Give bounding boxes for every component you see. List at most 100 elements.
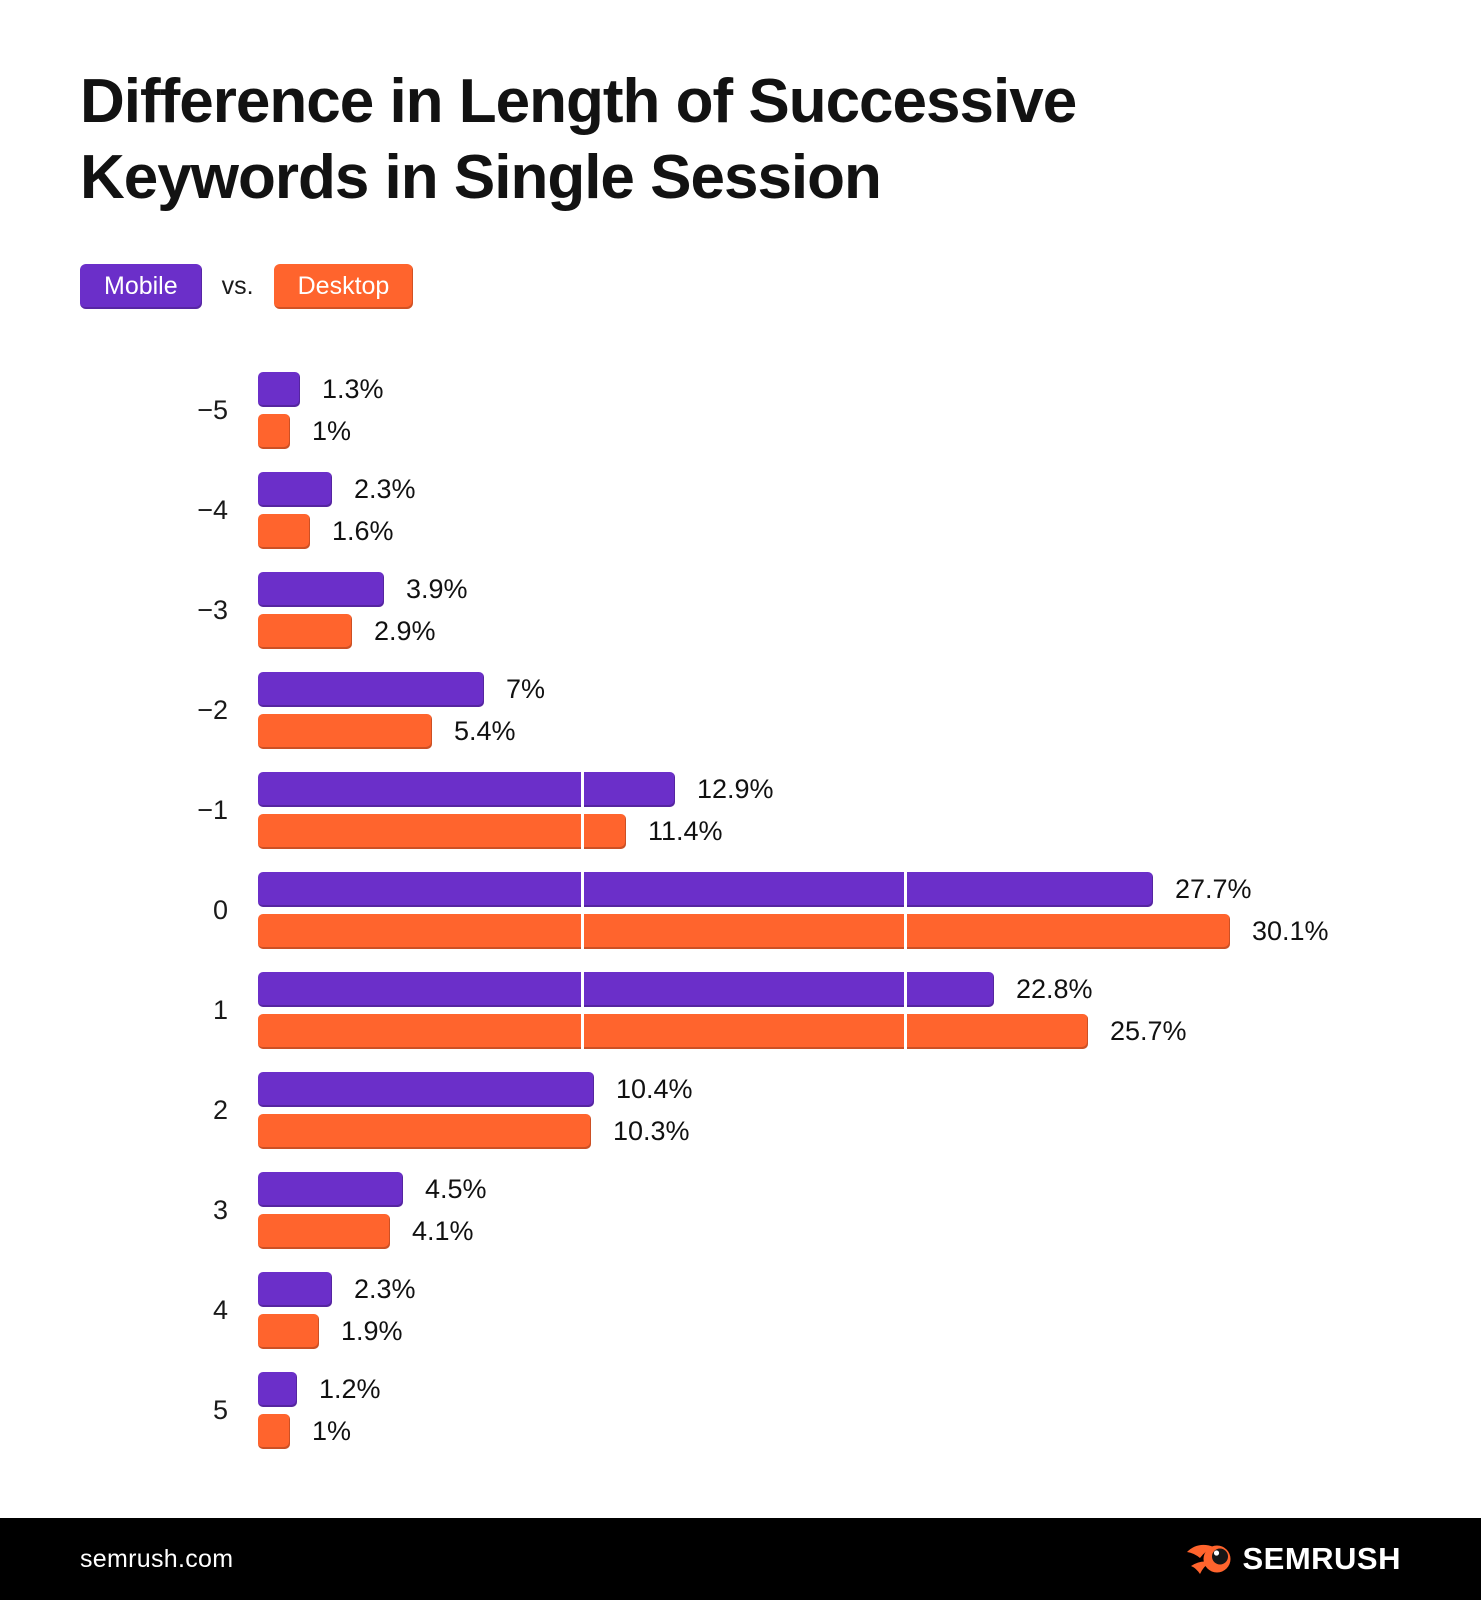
value-label: 30.1%	[1252, 916, 1329, 946]
value-label: 1%	[312, 416, 352, 446]
category-group: 4 2.3% 1.9%	[0, 1272, 1481, 1349]
category-tick-label: −5	[197, 395, 228, 425]
value-label: 2.3%	[354, 1274, 416, 1304]
bar-row-mobile: 12.9%	[258, 772, 1481, 807]
value-label: 4.5%	[425, 1174, 487, 1204]
gridline-10pct	[904, 972, 907, 1007]
bar-desktop	[258, 714, 432, 749]
category-group: 5 1.2% 1%	[0, 1372, 1481, 1449]
bar-desktop	[258, 914, 1230, 949]
bar-mobile	[258, 1172, 403, 1207]
value-label: 1.3%	[322, 374, 384, 404]
bar-desktop	[258, 1114, 591, 1149]
bar-row-desktop: 1%	[258, 1414, 1481, 1449]
page-title: Difference in Length of Successive Keywo…	[80, 67, 1077, 212]
bar-row-desktop: 10.3%	[258, 1114, 1481, 1149]
category-tick-label: 1	[212, 995, 228, 1025]
footer: semrush.com SEMRUSH	[0, 1518, 1481, 1600]
bar-row-desktop: 1.6%	[258, 514, 1481, 549]
category-tick-label: 0	[212, 895, 228, 925]
bar-row-desktop: 11.4%	[258, 814, 1481, 849]
value-label: 10.3%	[613, 1116, 690, 1146]
bar-row-mobile: 22.8%	[258, 972, 1481, 1007]
bar-desktop	[258, 1414, 290, 1449]
bar-pair: 1.3% 1%	[258, 372, 1481, 449]
gridline-10pct	[581, 1014, 584, 1049]
category-group: −3 3.9% 2.9%	[0, 572, 1481, 649]
value-label: 10.4%	[616, 1074, 693, 1104]
legend-badge-mobile: Mobile	[80, 264, 202, 309]
bar-pair: 4.5% 4.1%	[258, 1172, 1481, 1249]
footer-site-url: semrush.com	[80, 1544, 234, 1573]
bar-row-desktop: 1.9%	[258, 1314, 1481, 1349]
value-label: 1.2%	[319, 1374, 381, 1404]
bar-row-desktop: 4.1%	[258, 1214, 1481, 1249]
bar-pair: 22.8% 25.7%	[258, 972, 1481, 1049]
legend: Mobile vs. Desktop	[80, 264, 414, 309]
bar-mobile	[258, 872, 1153, 907]
value-label: 1%	[312, 1416, 352, 1446]
gridline-10pct	[581, 772, 584, 807]
value-label: 22.8%	[1016, 974, 1093, 1004]
bar-pair: 12.9% 11.4%	[258, 772, 1481, 849]
bar-row-mobile: 27.7%	[258, 872, 1481, 907]
value-label: 25.7%	[1110, 1016, 1187, 1046]
bar-pair: 3.9% 2.9%	[258, 572, 1481, 649]
bar-desktop	[258, 1014, 1088, 1049]
chart: −5 1.3% 1% −4 2.3% 1.6% −3 3.9% 2.9% −2 7% 5.4% −1 12…	[0, 372, 1481, 1472]
value-label: 2.3%	[354, 474, 416, 504]
legend-mobile-label: Mobile	[104, 272, 178, 300]
bar-pair: 7% 5.4%	[258, 672, 1481, 749]
value-label: 7%	[506, 674, 546, 704]
bar-row-mobile: 2.3%	[258, 1272, 1481, 1307]
legend-badge-desktop: Desktop	[273, 264, 414, 309]
bar-row-mobile: 10.4%	[258, 1072, 1481, 1107]
semrush-flame-ball-icon	[1187, 1544, 1231, 1574]
gridline-10pct	[581, 914, 584, 949]
bar-row-desktop: 5.4%	[258, 714, 1481, 749]
category-group: −4 2.3% 1.6%	[0, 472, 1481, 549]
category-group: −1 12.9% 11.4%	[0, 772, 1481, 849]
category-tick-label: 2	[212, 1095, 228, 1125]
value-label: 11.4%	[648, 816, 723, 846]
bar-mobile	[258, 1372, 297, 1407]
semrush-logo: SEMRUSH	[1186, 1539, 1401, 1579]
bar-desktop	[258, 814, 626, 849]
bar-desktop	[258, 614, 352, 649]
bar-mobile	[258, 472, 332, 507]
bar-mobile	[258, 572, 384, 607]
bar-row-mobile: 7%	[258, 672, 1481, 707]
value-label: 1.9%	[341, 1316, 403, 1346]
bar-mobile	[258, 1072, 594, 1107]
value-label: 12.9%	[697, 774, 774, 804]
bar-mobile	[258, 972, 994, 1007]
category-group: 2 10.4% 10.3%	[0, 1072, 1481, 1149]
semrush-wordmark: SEMRUSH	[1242, 1541, 1401, 1576]
category-group: 3 4.5% 4.1%	[0, 1172, 1481, 1249]
bar-desktop	[258, 414, 290, 449]
bar-mobile	[258, 672, 484, 707]
category-tick-label: −1	[197, 795, 228, 825]
gridline-10pct	[581, 872, 584, 907]
bar-pair: 10.4% 10.3%	[258, 1072, 1481, 1149]
bar-desktop	[258, 1314, 319, 1349]
bar-row-mobile: 4.5%	[258, 1172, 1481, 1207]
category-tick-label: 4	[212, 1295, 228, 1325]
category-group: −5 1.3% 1%	[0, 372, 1481, 449]
bar-mobile	[258, 1272, 332, 1307]
category-tick-label: −4	[197, 495, 228, 525]
value-label: 27.7%	[1175, 874, 1252, 904]
bar-row-desktop: 1%	[258, 414, 1481, 449]
bar-row-mobile: 2.3%	[258, 472, 1481, 507]
value-label: 2.9%	[374, 616, 436, 646]
bar-desktop	[258, 1214, 390, 1249]
bar-row-desktop: 30.1%	[258, 914, 1481, 949]
bar-desktop	[258, 514, 310, 549]
value-label: 1.6%	[332, 516, 394, 546]
value-label: 4.1%	[412, 1216, 474, 1246]
bar-mobile	[258, 372, 300, 407]
gridline-10pct	[581, 972, 584, 1007]
category-group: 0 27.7% 30.1%	[0, 872, 1481, 949]
gridline-10pct	[904, 914, 907, 949]
category-group: −2 7% 5.4%	[0, 672, 1481, 749]
